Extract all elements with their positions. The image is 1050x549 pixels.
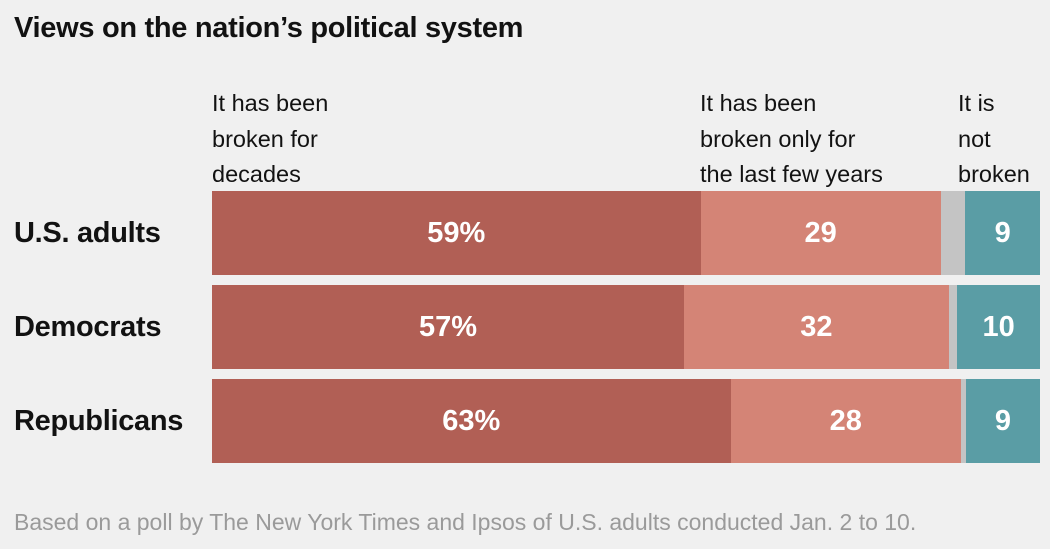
bar-row-us-adults: 59% 29 9 [212,191,1040,275]
footnote: Based on a poll by The New York Times an… [14,509,917,535]
bar-segment-other [940,191,966,275]
bar-row-democrats: 57% 32 10 [212,285,1040,369]
row-label-republicans: Republicans [14,405,184,437]
bar-segment-last_few_years: 28 [730,379,961,463]
column-header-last-few-years: It has been broken only for the last few… [700,90,883,187]
bar-segment-other [948,285,958,369]
bar-segment-not_broken: 9 [965,191,1040,275]
row-label-us-adults: U.S. adults [14,217,161,249]
bar-segment-last_few_years: 32 [683,285,949,369]
bar-segment-decades: 57% [212,285,684,369]
chart-title: Views on the nation’s political system [14,12,524,44]
row-label-democrats: Democrats [14,311,162,343]
bar-segment-last_few_years: 29 [700,191,941,275]
bar-segment-not_broken: 10 [957,285,1040,369]
bar-segment-not_broken: 9 [965,379,1040,463]
bar-segment-other [960,379,966,463]
bar-row-republicans: 63% 28 9 [212,379,1040,463]
column-header-not-broken: It is not broken [958,90,1030,187]
bar-segment-decades: 63% [212,379,731,463]
bar-segment-decades: 59% [212,191,701,275]
column-header-decades: It has been broken for decades [212,90,329,187]
